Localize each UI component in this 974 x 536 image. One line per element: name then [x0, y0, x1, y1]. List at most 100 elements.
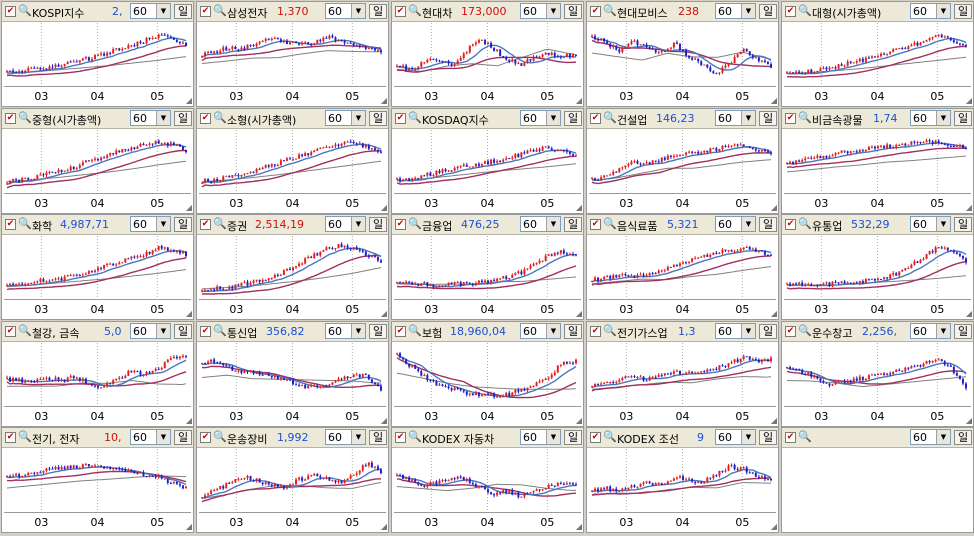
price-chart[interactable] — [784, 343, 971, 407]
panel-checkbox[interactable]: ✔ — [5, 432, 16, 443]
period-select[interactable]: 60 ▼ — [130, 3, 171, 19]
panel-checkbox[interactable]: ✔ — [590, 113, 601, 124]
period-unit-button[interactable]: 일 — [954, 4, 972, 19]
price-chart[interactable] — [589, 449, 776, 513]
panel-checkbox[interactable]: ✔ — [785, 432, 796, 443]
search-icon[interactable]: 🔍 — [408, 217, 422, 230]
chart-panel[interactable]: ✔ 🔍 운수창고 2,256, 60 ▼ 일 03 04 05 ◢ — [781, 321, 974, 427]
chart-panel[interactable]: ✔ 🔍 전기가스업 1,3 60 ▼ 일 03 04 05 ◢ — [586, 321, 779, 427]
resize-grip-icon[interactable]: ◢ — [965, 416, 972, 425]
price-chart[interactable] — [199, 449, 386, 513]
chevron-down-icon[interactable]: ▼ — [936, 324, 950, 338]
period-unit-button[interactable]: 일 — [369, 4, 387, 19]
chart-panel[interactable]: ✔ 🔍 60 ▼ 일 — [781, 427, 974, 533]
search-icon[interactable]: 🔍 — [603, 4, 617, 17]
period-select[interactable]: 60 ▼ — [325, 216, 366, 232]
price-chart[interactable] — [199, 236, 386, 300]
period-select[interactable]: 60 ▼ — [130, 110, 171, 126]
panel-checkbox[interactable]: ✔ — [5, 6, 16, 17]
chevron-down-icon[interactable]: ▼ — [936, 217, 950, 231]
period-unit-button[interactable]: 일 — [174, 111, 192, 126]
chart-panel[interactable]: ✔ 🔍 현대모비스 238 60 ▼ 일 03 04 05 ◢ — [586, 1, 779, 107]
symbol-name[interactable]: 건설업 — [617, 114, 648, 127]
period-select[interactable]: 60 ▼ — [130, 323, 171, 339]
period-unit-button[interactable]: 일 — [564, 4, 582, 19]
search-icon[interactable]: 🔍 — [213, 324, 227, 337]
symbol-name[interactable]: 중형(시가총액) — [32, 114, 102, 127]
period-select[interactable]: 60 ▼ — [715, 429, 756, 445]
resize-grip-icon[interactable]: ◢ — [770, 416, 777, 425]
period-unit-button[interactable]: 일 — [369, 430, 387, 445]
resize-grip-icon[interactable]: ◢ — [965, 309, 972, 318]
period-select[interactable]: 60 ▼ — [520, 429, 561, 445]
chevron-down-icon[interactable]: ▼ — [351, 111, 365, 125]
chart-panel[interactable]: ✔ 🔍 운송장비 1,992 60 ▼ 일 03 04 05 ◢ — [196, 427, 389, 533]
chevron-down-icon[interactable]: ▼ — [546, 217, 560, 231]
chart-panel[interactable]: ✔ 🔍 현대차 173,000 60 ▼ 일 03 04 05 ◢ — [391, 1, 584, 107]
chart-panel[interactable]: ✔ 🔍 철강, 금속 5,0 60 ▼ 일 03 04 05 ◢ — [1, 321, 194, 427]
panel-checkbox[interactable]: ✔ — [785, 6, 796, 17]
chart-panel[interactable]: ✔ 🔍 KOSPI지수 2, 60 ▼ 일 03 04 05 ◢ — [1, 1, 194, 107]
period-unit-button[interactable]: 일 — [564, 324, 582, 339]
symbol-name[interactable]: 화학 — [32, 220, 53, 233]
chart-panel[interactable]: ✔ 🔍 KOSDAQ지수 60 ▼ 일 03 04 05 ◢ — [391, 108, 584, 214]
price-chart[interactable] — [394, 130, 581, 194]
chart-panel[interactable]: ✔ 🔍 KODEX 자동차 60 ▼ 일 03 04 05 ◢ — [391, 427, 584, 533]
resize-grip-icon[interactable]: ◢ — [770, 96, 777, 105]
panel-checkbox[interactable]: ✔ — [590, 326, 601, 337]
chevron-down-icon[interactable]: ▼ — [741, 430, 755, 444]
symbol-name[interactable]: 증권 — [227, 220, 248, 233]
period-select[interactable]: 60 ▼ — [325, 110, 366, 126]
search-icon[interactable]: 🔍 — [408, 4, 422, 17]
panel-checkbox[interactable]: ✔ — [5, 326, 16, 337]
period-unit-button[interactable]: 일 — [174, 217, 192, 232]
period-unit-button[interactable]: 일 — [954, 430, 972, 445]
period-select[interactable]: 60 ▼ — [715, 110, 756, 126]
price-chart[interactable] — [589, 236, 776, 300]
panel-checkbox[interactable]: ✔ — [395, 113, 406, 124]
panel-checkbox[interactable]: ✔ — [785, 326, 796, 337]
panel-checkbox[interactable]: ✔ — [395, 326, 406, 337]
panel-checkbox[interactable]: ✔ — [5, 219, 16, 230]
period-unit-button[interactable]: 일 — [954, 111, 972, 126]
resize-grip-icon[interactable]: ◢ — [185, 309, 192, 318]
chevron-down-icon[interactable]: ▼ — [351, 324, 365, 338]
symbol-name[interactable]: 현대차 — [422, 7, 453, 20]
search-icon[interactable]: 🔍 — [18, 111, 32, 124]
search-icon[interactable]: 🔍 — [798, 111, 812, 124]
chevron-down-icon[interactable]: ▼ — [156, 111, 170, 125]
chevron-down-icon[interactable]: ▼ — [936, 111, 950, 125]
resize-grip-icon[interactable]: ◢ — [770, 203, 777, 212]
price-chart[interactable] — [589, 343, 776, 407]
search-icon[interactable]: 🔍 — [18, 217, 32, 230]
chart-panel[interactable]: ✔ 🔍 대형(시가총액) 60 ▼ 일 03 04 05 ◢ — [781, 1, 974, 107]
period-select[interactable]: 60 ▼ — [910, 323, 951, 339]
symbol-name[interactable]: 음식료품 — [617, 220, 658, 233]
period-select[interactable]: 60 ▼ — [910, 110, 951, 126]
period-unit-button[interactable]: 일 — [369, 111, 387, 126]
price-chart[interactable] — [589, 23, 776, 87]
search-icon[interactable]: 🔍 — [798, 324, 812, 337]
search-icon[interactable]: 🔍 — [603, 430, 617, 443]
symbol-name[interactable]: KOSPI지수 — [32, 7, 85, 20]
chevron-down-icon[interactable]: ▼ — [546, 430, 560, 444]
search-icon[interactable]: 🔍 — [213, 430, 227, 443]
chart-panel[interactable]: ✔ 🔍 소형(시가총액) 60 ▼ 일 03 04 05 ◢ — [196, 108, 389, 214]
period-select[interactable]: 60 ▼ — [520, 323, 561, 339]
symbol-name[interactable]: 운수창고 — [812, 327, 853, 340]
chart-panel[interactable]: ✔ 🔍 증권 2,514,19 60 ▼ 일 03 04 05 ◢ — [196, 214, 389, 320]
period-select[interactable]: 60 ▼ — [910, 216, 951, 232]
panel-checkbox[interactable]: ✔ — [395, 6, 406, 17]
chart-panel[interactable]: ✔ 🔍 중형(시가총액) 60 ▼ 일 03 04 05 ◢ — [1, 108, 194, 214]
symbol-name[interactable]: 철강, 금속 — [32, 327, 80, 340]
chevron-down-icon[interactable]: ▼ — [546, 324, 560, 338]
resize-grip-icon[interactable]: ◢ — [380, 96, 387, 105]
search-icon[interactable]: 🔍 — [798, 4, 812, 17]
symbol-name[interactable]: 현대모비스 — [617, 7, 668, 20]
price-chart[interactable] — [4, 23, 191, 87]
period-select[interactable]: 60 ▼ — [325, 3, 366, 19]
search-icon[interactable]: 🔍 — [603, 324, 617, 337]
resize-grip-icon[interactable]: ◢ — [575, 203, 582, 212]
period-unit-button[interactable]: 일 — [759, 111, 777, 126]
search-icon[interactable]: 🔍 — [798, 430, 812, 443]
